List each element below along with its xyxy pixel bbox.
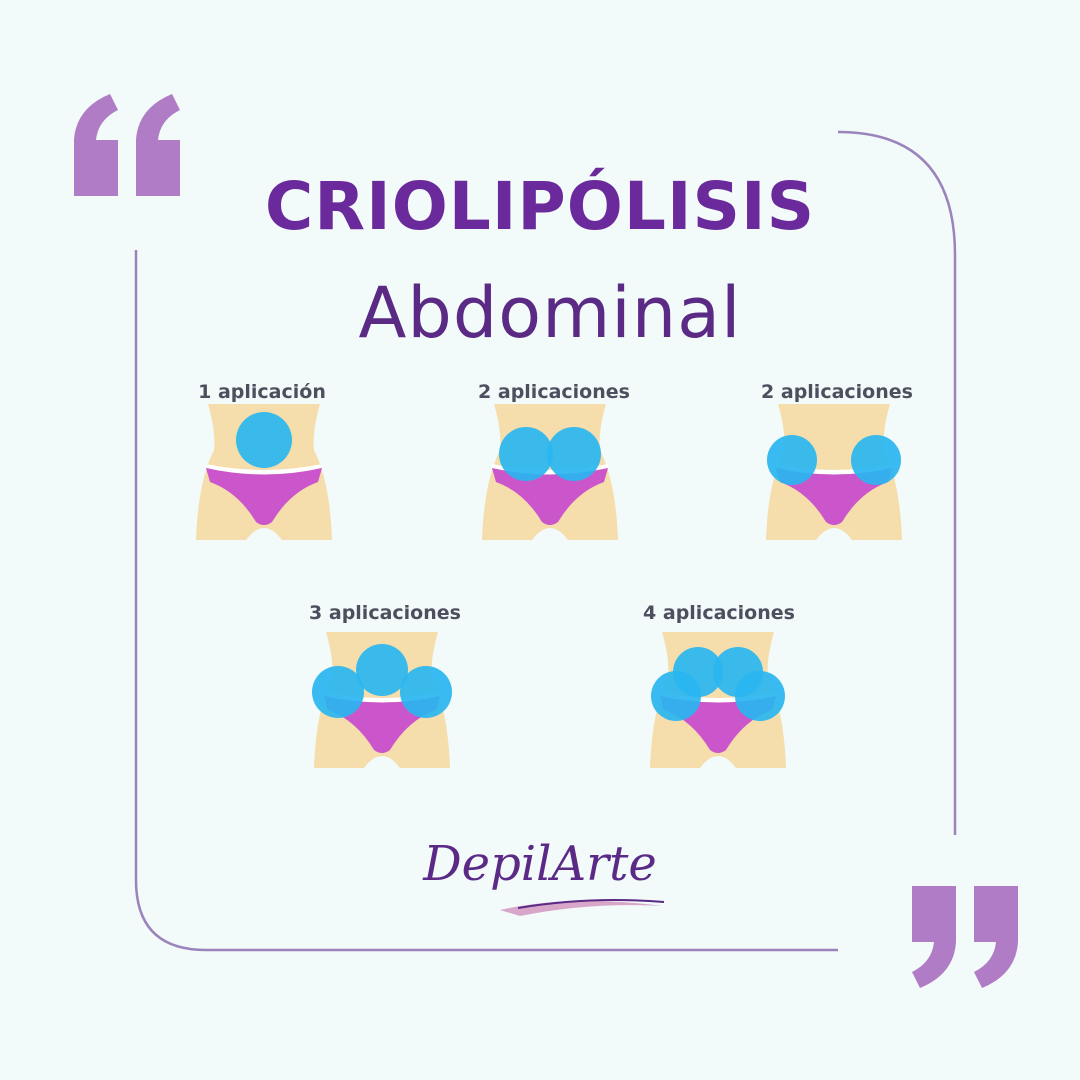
abdomen-figure	[196, 404, 332, 540]
figure-label: 4 aplicaciones	[643, 602, 795, 624]
applicator-circle	[651, 671, 701, 721]
applicator-circle	[735, 671, 785, 721]
figure-label: 1 aplicación	[198, 381, 326, 403]
applicator-circle	[547, 427, 601, 481]
logo-swoosh	[500, 899, 665, 916]
waistband	[206, 464, 322, 475]
frame-left-bottom-line	[134, 250, 838, 952]
applicator-circle	[236, 412, 292, 468]
close-quote-icon	[912, 886, 1018, 988]
abdomen-figure	[482, 404, 618, 540]
leg-gap	[364, 756, 400, 768]
figure-label: 2 aplicaciones	[761, 381, 913, 403]
applicator-circle	[767, 435, 817, 485]
applicator-circle	[356, 644, 408, 696]
applicator-circle	[851, 435, 901, 485]
applicator-circle	[499, 427, 553, 481]
page-subtitle: Abdominal	[358, 272, 742, 354]
logo-text: DepilArte	[423, 836, 657, 892]
figure-label: 2 aplicaciones	[478, 381, 630, 403]
abdomen-figure	[766, 404, 902, 540]
leg-gap	[816, 528, 852, 540]
page-title: CRIOLIPÓLISIS	[264, 168, 816, 245]
figure-label: 3 aplicaciones	[309, 602, 461, 624]
frame-top-right-line	[837, 130, 957, 835]
abdomen-figure	[650, 632, 786, 768]
abdomen-figure	[312, 632, 452, 768]
leg-gap	[700, 756, 736, 768]
brand-logo: DepilArte	[400, 836, 680, 926]
underwear-shape	[492, 468, 608, 525]
applicator-circle	[400, 666, 452, 718]
open-quote-icon	[74, 94, 180, 196]
leg-gap	[246, 528, 282, 540]
underwear-shape	[776, 468, 892, 525]
leg-gap	[532, 528, 568, 540]
underwear-shape	[206, 468, 322, 525]
applicator-circle	[312, 666, 364, 718]
